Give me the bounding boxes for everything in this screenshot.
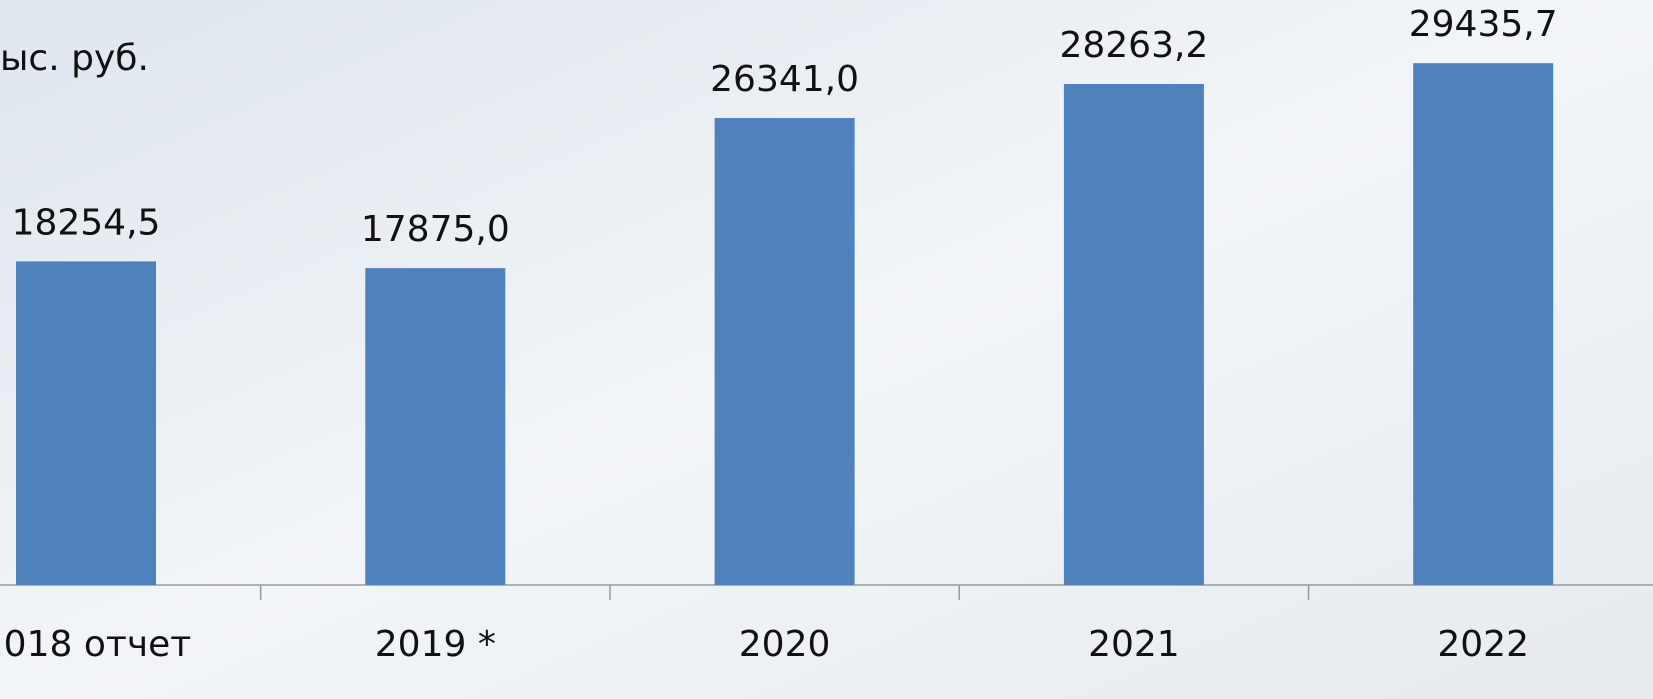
- page: ыс. руб. 2018 отчет 18254,5 2019 * 17875,0 2…: [0, 0, 1653, 699]
- value-label: 17875,0: [361, 209, 510, 250]
- value-label: 28263,2: [1059, 25, 1208, 66]
- x-tick-label: 2021: [1088, 624, 1180, 665]
- value-label: 26341,0: [710, 59, 859, 100]
- bar: [365, 268, 505, 585]
- value-label: 29435,7: [1409, 4, 1558, 45]
- x-tick-label: 2020: [739, 624, 831, 665]
- bar: [1413, 63, 1553, 585]
- x-tick-label: 2022: [1437, 624, 1529, 665]
- chart-title: ыс. руб.: [0, 38, 149, 79]
- value-label: 18254,5: [12, 202, 161, 243]
- x-tick-label: 2019 *: [375, 624, 496, 665]
- bar: [16, 261, 156, 585]
- bar: [1064, 84, 1204, 585]
- bar: [715, 118, 855, 585]
- chart: ыс. руб. 2018 отчет 18254,5 2019 * 17875,0 2…: [0, 0, 1653, 699]
- x-tick-label: 2018 отчет: [0, 624, 191, 665]
